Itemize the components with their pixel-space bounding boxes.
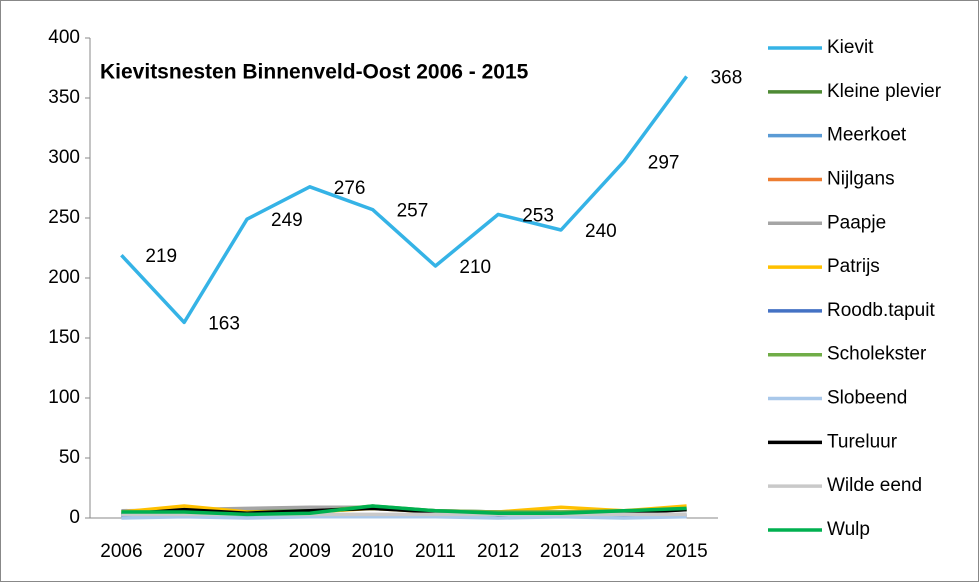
y-tick-label: 100 <box>48 387 80 408</box>
data-label: 257 <box>397 201 429 222</box>
y-tick-label: 250 <box>48 207 80 228</box>
x-tick-label: 2015 <box>665 541 707 562</box>
legend-label: Wilde eend <box>827 475 922 496</box>
legend-label: Slobeend <box>827 388 907 409</box>
x-tick-label: 2009 <box>289 541 331 562</box>
legend-label: Kievit <box>827 37 874 58</box>
series-line <box>120 75 689 325</box>
data-label: 249 <box>271 210 303 231</box>
y-tick-label: 200 <box>48 267 80 288</box>
y-tick-label: 150 <box>48 327 80 348</box>
series-line <box>121 515 687 520</box>
x-tick-label: 2012 <box>477 541 519 562</box>
chart-title: Kievitsnesten Binnenveld-Oost 2006 - 201… <box>100 61 529 84</box>
legend-label: Nijlgans <box>827 168 895 189</box>
x-tick-label: 2013 <box>540 541 582 562</box>
legend-label: Patrijs <box>827 256 880 277</box>
y-tick-label: 350 <box>48 87 80 108</box>
legend-label: Scholekster <box>827 344 927 365</box>
x-tick-label: 2014 <box>603 541 646 562</box>
y-tick-label: 400 <box>48 27 80 48</box>
legend-label: Wulp <box>827 519 870 540</box>
data-label: 163 <box>208 313 240 334</box>
data-label: 253 <box>522 205 554 226</box>
data-label: 219 <box>145 246 177 267</box>
x-tick-label: 2006 <box>100 541 142 562</box>
x-tick-label: 2007 <box>163 541 205 562</box>
data-label: 210 <box>459 257 491 278</box>
legend-label: Tureluur <box>827 431 898 452</box>
data-label: 368 <box>711 67 743 88</box>
data-label: 276 <box>334 178 366 199</box>
x-tick-label: 2010 <box>351 541 393 562</box>
legend-label: Kleine plevier <box>827 81 942 102</box>
y-tick-label: 0 <box>69 507 80 528</box>
y-tick-label: 300 <box>48 147 80 168</box>
legend-label: Paapje <box>827 212 886 233</box>
legend-label: Meerkoet <box>827 125 907 146</box>
legend-label: Roodb.tapuit <box>827 300 935 321</box>
data-label: 240 <box>585 221 617 242</box>
x-tick-label: 2008 <box>226 541 268 562</box>
x-tick-label: 2011 <box>415 541 456 562</box>
series-line <box>121 504 687 517</box>
data-label: 297 <box>648 153 680 174</box>
y-tick-label: 50 <box>59 447 80 468</box>
